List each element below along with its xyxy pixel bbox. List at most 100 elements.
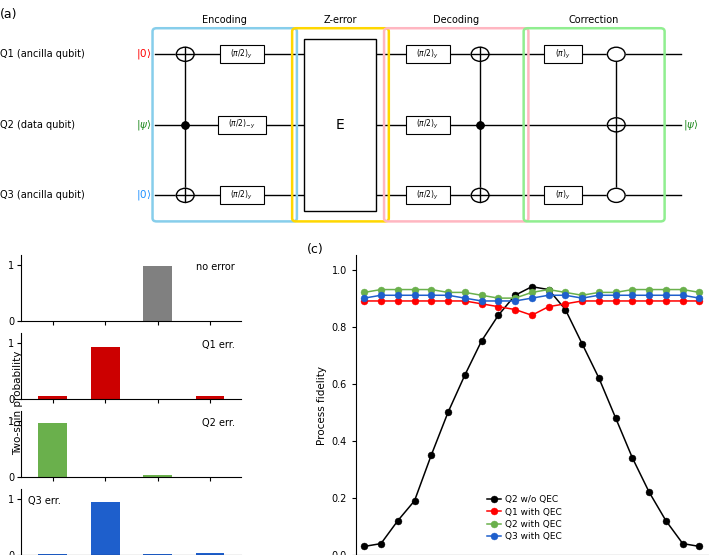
Q2 w/o QEC xyxy=(410,497,419,504)
Q1 with QEC xyxy=(628,297,637,304)
Q1 with QEC xyxy=(544,304,553,310)
Q3 with QEC xyxy=(645,292,654,299)
Q3 with QEC xyxy=(444,292,453,299)
FancyBboxPatch shape xyxy=(218,116,265,134)
Bar xyxy=(143,475,172,477)
Line: Q2 with QEC: Q2 with QEC xyxy=(361,286,703,301)
Q2 with QEC xyxy=(478,292,486,299)
Circle shape xyxy=(608,118,625,132)
Circle shape xyxy=(471,188,489,203)
Line: Q1 with QEC: Q1 with QEC xyxy=(361,297,703,319)
Bar xyxy=(143,266,172,321)
Text: $(\pi/2)_y$: $(\pi/2)_y$ xyxy=(416,48,439,61)
Q1 with QEC xyxy=(578,297,586,304)
Text: $(\pi)_y$: $(\pi)_y$ xyxy=(556,189,571,202)
Bar xyxy=(91,347,119,399)
Q2 with QEC xyxy=(578,292,586,299)
Q2 w/o QEC xyxy=(528,284,536,290)
Bar xyxy=(143,398,172,399)
Bar xyxy=(196,396,225,399)
Q3 with QEC xyxy=(611,292,620,299)
Q3 with QEC xyxy=(511,297,519,304)
FancyBboxPatch shape xyxy=(544,186,582,204)
Q2 w/o QEC xyxy=(595,375,603,381)
Q2 w/o QEC xyxy=(393,517,402,524)
Q3 with QEC xyxy=(410,292,419,299)
Q1 with QEC xyxy=(444,297,453,304)
Q3 with QEC xyxy=(528,295,536,301)
Bar xyxy=(39,554,67,555)
Q2 w/o QEC xyxy=(478,337,486,344)
Text: $|0\rangle$: $|0\rangle$ xyxy=(136,188,151,203)
Q3 with QEC xyxy=(478,297,486,304)
Text: E: E xyxy=(336,118,345,132)
Q3 with QEC xyxy=(695,295,704,301)
Q1 with QEC xyxy=(427,297,435,304)
Q1 with QEC xyxy=(478,300,486,307)
Q2 with QEC xyxy=(360,289,368,296)
Legend: Q2 w/o QEC, Q1 with QEC, Q2 with QEC, Q3 with QEC: Q2 w/o QEC, Q1 with QEC, Q2 with QEC, Q3… xyxy=(484,492,566,544)
Q2 w/o QEC xyxy=(444,409,453,416)
Text: $(\pi/2)_{-y}$: $(\pi/2)_{-y}$ xyxy=(228,118,255,132)
Text: Q1 (ancilla qubit): Q1 (ancilla qubit) xyxy=(0,49,85,59)
Q2 with QEC xyxy=(511,295,519,301)
Q2 w/o QEC xyxy=(679,540,687,547)
Q2 with QEC xyxy=(393,286,402,293)
Text: $(\pi/2)_y$: $(\pi/2)_y$ xyxy=(416,189,439,202)
Q1 with QEC xyxy=(360,297,368,304)
Circle shape xyxy=(471,47,489,61)
Circle shape xyxy=(177,188,194,203)
Bar xyxy=(91,502,119,555)
Line: Q2 w/o QEC: Q2 w/o QEC xyxy=(361,283,703,550)
Q1 with QEC xyxy=(679,297,687,304)
Q2 with QEC xyxy=(444,289,453,296)
Text: (c): (c) xyxy=(307,243,323,256)
Q2 with QEC xyxy=(494,295,503,301)
Q3 with QEC xyxy=(494,297,503,304)
Q2 with QEC xyxy=(679,286,687,293)
Y-axis label: Process fidelity: Process fidelity xyxy=(317,366,327,445)
Text: $|\psi\rangle$: $|\psi\rangle$ xyxy=(683,118,699,132)
Q1 with QEC xyxy=(595,297,603,304)
Q2 w/o QEC xyxy=(578,340,586,347)
Q1 with QEC xyxy=(393,297,402,304)
Q1 with QEC xyxy=(460,297,469,304)
Q2 w/o QEC xyxy=(377,540,385,547)
Q2 w/o QEC xyxy=(661,517,670,524)
Q2 w/o QEC xyxy=(494,312,503,319)
Q1 with QEC xyxy=(410,297,419,304)
Circle shape xyxy=(608,47,625,61)
Text: Two-spin probability: Two-spin probability xyxy=(13,350,23,455)
Q2 with QEC xyxy=(460,289,469,296)
Q1 with QEC xyxy=(511,306,519,313)
Q2 w/o QEC xyxy=(561,306,570,313)
Q3 with QEC xyxy=(360,295,368,301)
Circle shape xyxy=(608,188,625,203)
Text: $(\pi/2)_y$: $(\pi/2)_y$ xyxy=(416,118,439,132)
Bar xyxy=(39,423,67,477)
Q1 with QEC xyxy=(695,297,704,304)
Q2 with QEC xyxy=(410,286,419,293)
Q3 with QEC xyxy=(427,292,435,299)
Q2 with QEC xyxy=(427,286,435,293)
Q2 with QEC xyxy=(595,289,603,296)
Q3 with QEC xyxy=(377,292,385,299)
Q1 with QEC xyxy=(377,297,385,304)
Q3 with QEC xyxy=(578,295,586,301)
Bar xyxy=(39,396,67,399)
Q2 w/o QEC xyxy=(645,489,654,496)
Q3 with QEC xyxy=(679,292,687,299)
Text: $|0\rangle$: $|0\rangle$ xyxy=(136,47,151,61)
Q2 w/o QEC xyxy=(460,372,469,379)
Text: Decoding: Decoding xyxy=(433,15,479,25)
Text: Encoding: Encoding xyxy=(202,15,247,25)
Q2 with QEC xyxy=(611,289,620,296)
Q1 with QEC xyxy=(661,297,670,304)
Q3 with QEC xyxy=(544,292,553,299)
Q2 with QEC xyxy=(561,289,570,296)
Text: $|\psi\rangle$: $|\psi\rangle$ xyxy=(136,118,151,132)
FancyBboxPatch shape xyxy=(220,186,264,204)
FancyBboxPatch shape xyxy=(544,46,582,63)
Text: Q2 (data qubit): Q2 (data qubit) xyxy=(0,120,75,130)
Text: Q3 err.: Q3 err. xyxy=(28,496,61,506)
